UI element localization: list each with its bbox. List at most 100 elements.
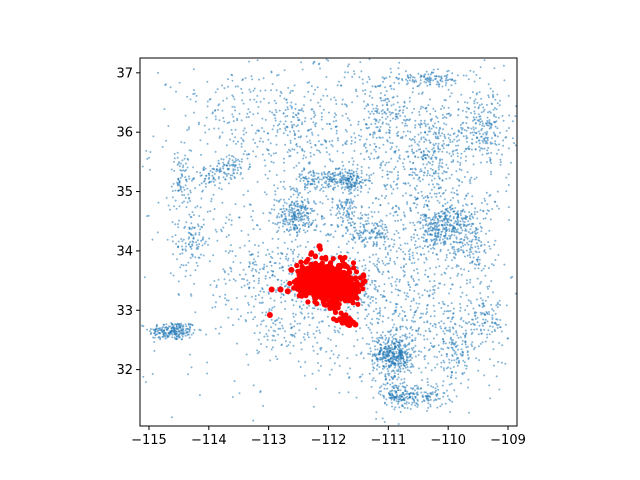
background-points-point-290 [182,238,185,241]
background-points-point-1773 [390,401,393,404]
background-points-point-1123 [352,214,355,217]
background-points-point-555 [312,219,315,222]
background-points-point-1526 [414,350,417,353]
background-points-point-1663 [411,388,414,391]
background-points-point-2958 [491,325,494,328]
background-points-point-1618 [441,384,444,387]
background-points-point-2008 [452,216,455,218]
background-points-point-4590 [310,257,313,260]
background-points-point-4132 [198,394,201,397]
background-points-point-4115 [339,171,342,173]
background-points-point-558 [289,226,292,229]
background-points-point-4761 [252,261,255,264]
background-points-point-3303 [284,330,286,333]
background-points-point-3458 [303,176,306,179]
background-points-point-264 [181,245,183,248]
background-points-point-3712 [231,132,234,135]
background-points-point-1691 [441,403,443,406]
background-points-point-1185 [397,373,400,376]
background-points-point-3561 [320,115,323,118]
background-points-point-1764 [405,401,408,403]
background-points-point-4198 [386,170,389,173]
background-points-point-3865 [384,264,387,267]
background-points-point-2575 [465,155,467,158]
background-points-point-4339 [257,244,260,247]
background-points-point-1805 [397,400,400,403]
background-points-point-964 [344,168,347,171]
background-points-point-3918 [328,234,331,237]
background-points-point-2659 [384,98,387,101]
background-points-point-4940 [356,338,359,341]
background-points-point-2438 [431,163,434,166]
background-points-point-1963 [446,214,449,217]
background-points-point-4769 [193,282,196,285]
background-points-point-3756 [364,89,367,91]
background-points-point-4662 [316,149,319,152]
background-points-point-4155 [389,212,392,215]
background-points-point-4860 [298,161,300,164]
background-points-point-3935 [230,128,233,131]
background-points-point-1809 [409,396,412,398]
background-points-point-3838 [438,162,441,165]
background-points-point-4721 [302,336,305,339]
background-points-point-2502 [439,159,441,162]
background-points-point-4922 [434,326,437,329]
background-points-point-478 [232,164,234,167]
background-points-point-3356 [257,279,260,282]
background-points-point-4337 [377,121,380,124]
background-points-point-1378 [395,326,398,329]
background-points-point-196 [191,324,194,327]
background-points-point-3708 [310,222,313,225]
background-points-point-4975 [300,307,303,310]
background-points-point-2041 [412,221,415,224]
background-points-point-1352 [403,365,406,368]
background-points-point-2922 [440,361,443,364]
background-points-point-2702 [376,111,379,114]
background-points-point-2306 [493,113,496,116]
background-points-point-2240 [459,124,462,126]
background-points-point-4621 [423,289,426,292]
background-points-point-1669 [427,402,430,405]
background-points-point-2310 [497,116,500,119]
background-points-point-3894 [424,107,427,110]
background-points-point-2781 [443,75,446,78]
background-points-point-4647 [159,336,162,339]
background-points-point-661 [282,222,285,225]
background-points-point-1535 [408,359,411,362]
background-points-point-4619 [376,317,378,320]
background-points-point-2168 [487,267,490,270]
background-points-point-1842 [463,210,466,213]
background-points-point-2231 [477,247,480,250]
background-points-point-2450 [432,147,435,150]
background-points-point-660 [299,204,302,207]
background-points-point-571 [295,218,298,221]
background-points-point-1704 [416,402,418,405]
background-points-point-347 [185,206,188,209]
background-points-point-2402 [474,148,477,151]
background-points-point-2813 [428,83,431,86]
background-points-series [141,58,517,425]
background-points-point-3435 [310,85,313,88]
background-points-point-4584 [151,238,154,241]
background-points-point-797 [295,178,298,181]
background-points-point-1495 [412,365,415,368]
background-points-point-1786 [404,390,407,392]
background-points-point-4106 [243,284,246,287]
background-points-point-313 [176,156,179,159]
background-points-point-3023 [479,328,482,331]
background-points-point-1798 [396,395,398,397]
background-points-point-2226 [474,236,477,238]
background-points-point-3596 [314,188,317,191]
background-points-point-1652 [423,400,426,402]
background-points-point-2146 [456,228,459,231]
background-points-point-4492 [288,198,290,201]
background-points-point-2686 [417,92,420,95]
background-points-point-3836 [288,204,291,207]
background-points-point-415 [208,180,211,183]
background-points-point-3384 [297,253,300,256]
background-points-point-200 [181,333,184,336]
background-points-point-4062 [214,150,217,153]
background-points-point-2546 [445,163,448,166]
background-points-point-4002 [242,133,245,136]
background-points-point-895 [368,177,371,179]
